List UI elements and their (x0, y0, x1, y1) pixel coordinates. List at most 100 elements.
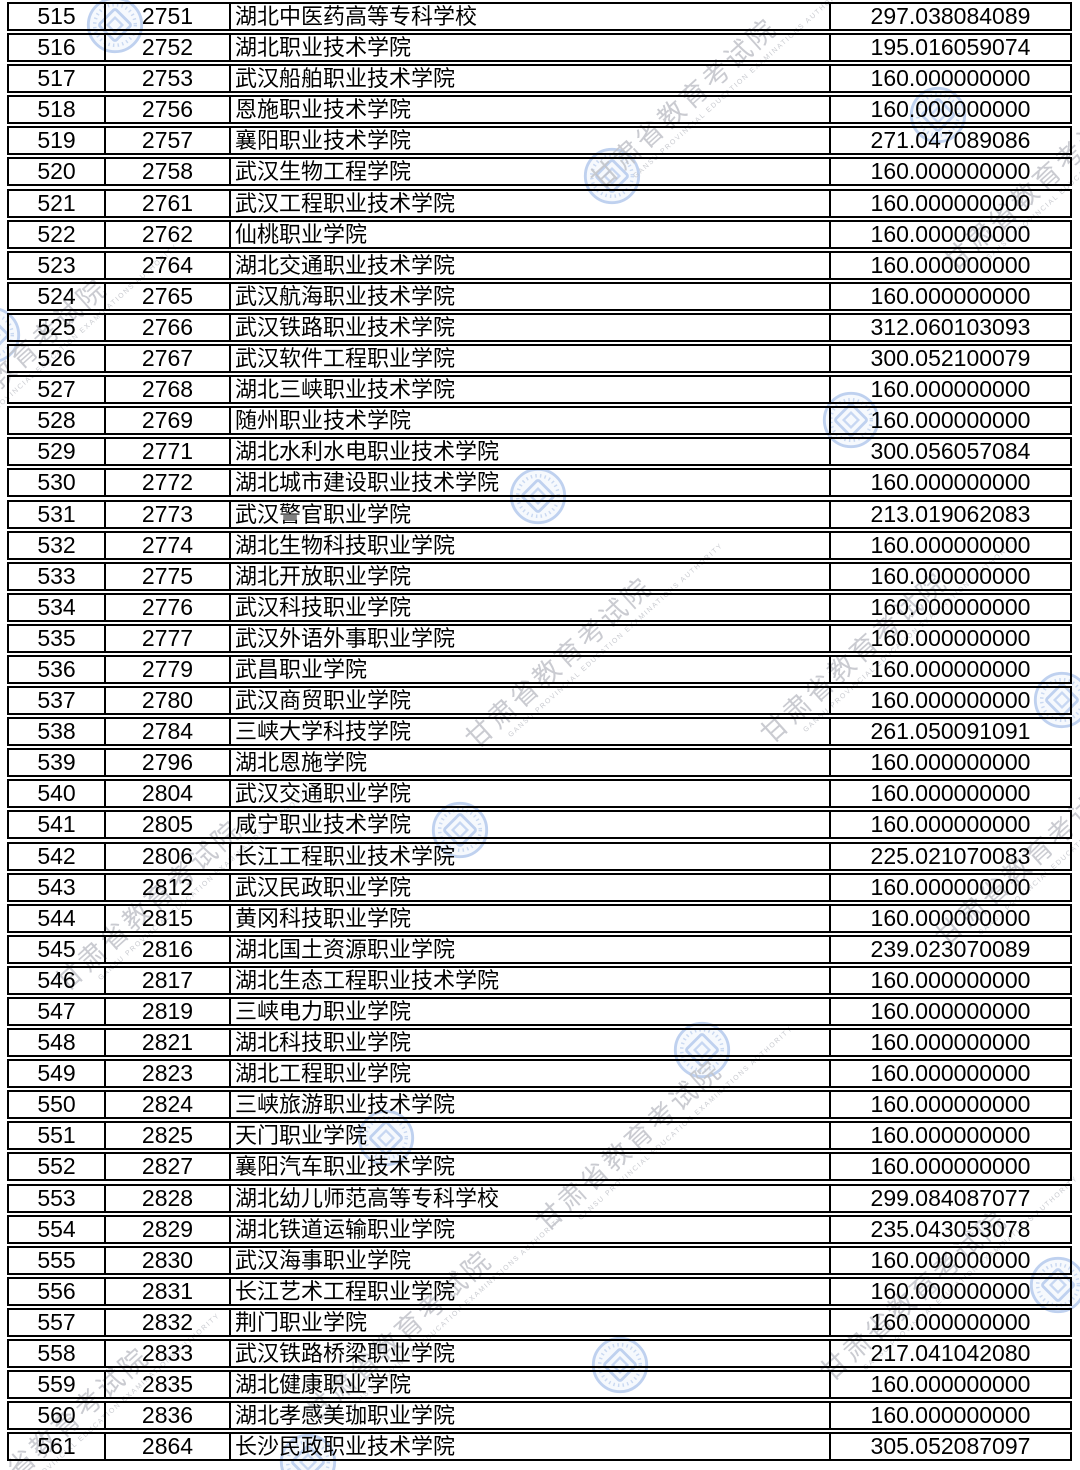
seq-cell: 552 (9, 1154, 106, 1180)
seq-cell: 525 (9, 314, 106, 340)
table-row: 560 2836 湖北孝感美珈职业学院 160.000000000 (7, 1401, 1072, 1431)
code-cell: 2779 (106, 656, 231, 682)
table-row: 561 2864 长沙民政职业技术学院 305.052087097 (7, 1432, 1072, 1462)
table-row: 553 2828 湖北幼儿师范高等专科学校 299.084087077 (7, 1183, 1072, 1213)
name-cell: 黄冈科技职业学院 (231, 905, 831, 931)
score-cell: 160.000000000 (870, 624, 1031, 651)
table-row: 520 2758 武汉生物工程学院 160.000000000 (7, 157, 1072, 187)
score-cell: 160.000000000 (870, 1246, 1031, 1273)
table-row: 537 2780 武汉商贸职业学院 160.000000000 (7, 686, 1072, 716)
table-row: 530 2772 湖北城市建设职业技术学院 160.000000000 (7, 468, 1072, 498)
code-cell: 2821 (106, 1030, 231, 1056)
score-cell: 160.000000000 (870, 687, 1031, 714)
name-cell: 长沙民政职业技术学院 (231, 1434, 831, 1460)
score-cell: 160.000000000 (870, 562, 1031, 589)
table-row: 545 2816 湖北国土资源职业学院 239.023070089 (7, 934, 1072, 964)
seq-cell: 536 (9, 656, 106, 682)
score-cell: 160.000000000 (870, 811, 1031, 838)
name-cell: 随州职业技术学院 (231, 408, 831, 434)
name-cell: 湖北城市建设职业技术学院 (231, 470, 831, 496)
score-cell: 160.000000000 (870, 531, 1031, 558)
code-cell: 2762 (106, 221, 231, 247)
seq-cell: 531 (9, 501, 106, 527)
seq-cell: 528 (9, 408, 106, 434)
seq-cell: 558 (9, 1341, 106, 1367)
name-cell: 武汉科技职业学院 (231, 594, 831, 620)
score-cell: 160.000000000 (870, 904, 1031, 931)
score-cell: 160.000000000 (870, 251, 1031, 278)
seq-cell: 553 (9, 1185, 106, 1211)
seq-cell: 530 (9, 470, 106, 496)
score-cell: 312.060103093 (870, 313, 1031, 340)
table-row: 527 2768 湖北三峡职业技术学院 160.000000000 (7, 375, 1072, 405)
name-cell: 武汉民政职业学院 (231, 874, 831, 900)
seq-cell: 532 (9, 532, 106, 558)
seq-cell: 540 (9, 781, 106, 807)
seq-cell: 539 (9, 750, 106, 776)
name-cell: 湖北科技职业学院 (231, 1030, 831, 1056)
seq-cell: 538 (9, 719, 106, 745)
code-cell: 2756 (106, 97, 231, 123)
name-cell: 仙桃职业学院 (231, 221, 831, 247)
seq-cell: 549 (9, 1061, 106, 1087)
table-row: 557 2832 荆门职业学院 160.000000000 (7, 1307, 1072, 1337)
code-cell: 2804 (106, 781, 231, 807)
name-cell: 武汉警官职业学院 (231, 501, 831, 527)
name-cell: 三峡旅游职业技术学院 (231, 1092, 831, 1118)
code-cell: 2767 (106, 346, 231, 372)
code-cell: 2769 (106, 408, 231, 434)
score-cell: 261.050091091 (870, 718, 1031, 745)
score-cell: 305.052087097 (870, 1433, 1031, 1460)
seq-cell: 519 (9, 128, 106, 154)
name-cell: 武汉工程职业技术学院 (231, 190, 831, 216)
name-cell: 长江艺术工程职业学院 (231, 1278, 831, 1304)
name-cell: 湖北国土资源职业学院 (231, 936, 831, 962)
seq-cell: 515 (9, 4, 106, 29)
score-cell: 195.016059074 (870, 34, 1031, 61)
score-cell: 160.000000000 (870, 1402, 1031, 1429)
code-cell: 2784 (106, 719, 231, 745)
seq-cell: 529 (9, 439, 106, 465)
table-row: 522 2762 仙桃职业学院 160.000000000 (7, 219, 1072, 249)
seq-cell: 522 (9, 221, 106, 247)
seq-cell: 550 (9, 1092, 106, 1118)
code-cell: 2751 (106, 4, 231, 29)
table-row: 544 2815 黄冈科技职业学院 160.000000000 (7, 903, 1072, 933)
name-cell: 咸宁职业技术学院 (231, 812, 831, 838)
seq-cell: 551 (9, 1123, 106, 1149)
score-cell: 235.043053078 (870, 1215, 1031, 1242)
score-cell: 160.000000000 (870, 1122, 1031, 1149)
score-cell: 160.000000000 (870, 1091, 1031, 1118)
seq-cell: 559 (9, 1372, 106, 1398)
code-cell: 2829 (106, 1216, 231, 1242)
code-cell: 2765 (106, 283, 231, 309)
code-cell: 2824 (106, 1092, 231, 1118)
name-cell: 湖北生态工程职业技术学院 (231, 967, 831, 993)
table-row: 542 2806 长江工程职业技术学院 225.021070083 (7, 841, 1072, 871)
name-cell: 恩施职业技术学院 (231, 97, 831, 123)
name-cell: 武汉海事职业学院 (231, 1247, 831, 1273)
score-cell: 160.000000000 (870, 189, 1031, 216)
score-cell: 217.041042080 (870, 1340, 1031, 1367)
code-cell: 2766 (106, 314, 231, 340)
score-cell: 160.000000000 (870, 655, 1031, 682)
score-cell: 271.047089086 (870, 127, 1031, 154)
seq-cell: 554 (9, 1216, 106, 1242)
score-table: 515 2751 湖北中医药高等专科学校 297.038084089 516 2752 湖北… (7, 2, 1072, 1463)
code-cell: 2864 (106, 1434, 231, 1460)
name-cell: 荆门职业学院 (231, 1309, 831, 1335)
table-row: 531 2773 武汉警官职业学院 213.019062083 (7, 499, 1072, 529)
name-cell: 武汉软件工程职业学院 (231, 346, 831, 372)
score-cell: 160.000000000 (870, 469, 1031, 496)
code-cell: 2777 (106, 625, 231, 651)
code-cell: 2827 (106, 1154, 231, 1180)
table-row: 518 2756 恩施职业技术学院 160.000000000 (7, 95, 1072, 125)
code-cell: 2772 (106, 470, 231, 496)
name-cell: 武昌职业学院 (231, 656, 831, 682)
table-row: 546 2817 湖北生态工程职业技术学院 160.000000000 (7, 965, 1072, 995)
table-row: 517 2753 武汉船舶职业技术学院 160.000000000 (7, 64, 1072, 94)
code-cell: 2796 (106, 750, 231, 776)
table-row: 555 2830 武汉海事职业学院 160.000000000 (7, 1245, 1072, 1275)
code-cell: 2831 (106, 1278, 231, 1304)
table-row: 559 2835 湖北健康职业学院 160.000000000 (7, 1370, 1072, 1400)
